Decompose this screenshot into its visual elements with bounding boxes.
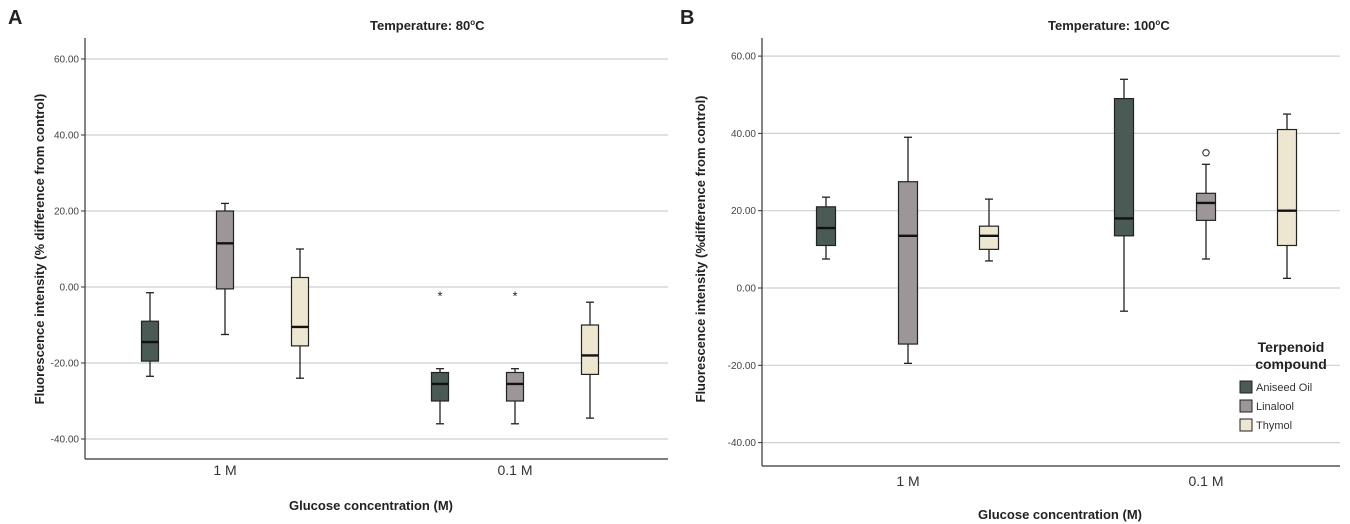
gridlines-a bbox=[85, 58, 668, 440]
iqr-box bbox=[505, 371, 525, 402]
legend-items: Aniseed Oil Linalool Thymol bbox=[1239, 380, 1312, 432]
panel-b: B Temperature: 100oC 60.00 40.00 20.00 0.00… bbox=[680, 7, 1340, 522]
box-aniseed-oil-0-1m: * bbox=[430, 289, 450, 425]
outlier-star: * bbox=[437, 289, 442, 304]
x-category-label: 0.1 M bbox=[1188, 473, 1223, 489]
y-axis-title-a: Fluorescence intensity (% difference fro… bbox=[32, 94, 47, 405]
chart-title-a-unit: C bbox=[475, 18, 485, 33]
y-tick-label: 40.00 bbox=[54, 131, 79, 142]
box-aniseed-oil-0-1m bbox=[1113, 78, 1135, 312]
y-tick-label: 0.00 bbox=[737, 284, 757, 295]
legend-title-line2: compound bbox=[1255, 356, 1327, 372]
legend-label: Thymol bbox=[1256, 420, 1292, 432]
iqr-box bbox=[815, 206, 837, 247]
panel-a: A Temperature: 80oC 60.00 40.00 20.00 0.00 -… bbox=[8, 7, 668, 513]
chart-title-b: Temperature: 100oC bbox=[1048, 18, 1170, 33]
box-thymol-0-1m bbox=[580, 301, 600, 419]
box-thymol-0-1m bbox=[1276, 113, 1298, 279]
boxes-a: * * bbox=[140, 202, 600, 425]
x-axis-title-b: Glucose concentration (M) bbox=[978, 507, 1142, 522]
outlier-star: * bbox=[512, 289, 517, 304]
iqr-box bbox=[290, 276, 310, 347]
y-tick-label: 60.00 bbox=[54, 55, 79, 66]
legend-label: Aniseed Oil bbox=[1256, 382, 1312, 394]
box-linalool-0-1m: * bbox=[505, 289, 525, 425]
chart-title-a-degree: o bbox=[470, 18, 475, 27]
y-tick-label: -20.00 bbox=[728, 361, 757, 372]
chart-title-b-unit: C bbox=[1160, 18, 1170, 33]
box-linalool-0-1m bbox=[1195, 148, 1217, 260]
iqr-box bbox=[1195, 192, 1217, 221]
x-category-label: 1 M bbox=[896, 473, 919, 489]
y-tick-label: -40.00 bbox=[51, 435, 80, 446]
legend-swatch bbox=[1239, 399, 1253, 413]
iqr-box bbox=[897, 181, 919, 345]
chart-title-a: Temperature: 80oC bbox=[370, 18, 485, 33]
iqr-box bbox=[1276, 128, 1298, 247]
legend-title-line1: Terpenoid bbox=[1258, 339, 1325, 355]
x-category-label: 1 M bbox=[213, 462, 236, 478]
x-category-label: 0.1 M bbox=[497, 462, 532, 478]
y-axis-a: 60.00 40.00 20.00 0.00 -20.00 -40.00 bbox=[51, 38, 668, 460]
panel-letter-b: B bbox=[680, 7, 694, 29]
iqr-box bbox=[580, 324, 600, 376]
legend-swatch bbox=[1239, 380, 1253, 394]
legend-label: Linalool bbox=[1256, 401, 1294, 413]
y-tick-label: -20.00 bbox=[51, 359, 80, 370]
chart-title-b-main: Temperature: 100 bbox=[1048, 18, 1155, 33]
panel-letter-a: A bbox=[8, 7, 22, 29]
x-categories-a: 1 M 0.1 M bbox=[213, 462, 532, 478]
iqr-box bbox=[1113, 98, 1135, 237]
iqr-box bbox=[978, 225, 1000, 250]
y-axis-title-b: Fluorescence intensity (%difference from… bbox=[693, 95, 708, 402]
box-aniseed-oil-1m bbox=[140, 292, 160, 377]
box-thymol-1m bbox=[290, 248, 310, 379]
x-axis-title-a: Glucose concentration (M) bbox=[289, 498, 453, 513]
y-axis-b: 60.00 40.00 20.00 0.00 -20.00 -40.00 bbox=[728, 38, 1340, 467]
legend-item-thymol: Thymol bbox=[1239, 418, 1292, 432]
boxes-b bbox=[815, 78, 1298, 365]
y-tick-label: 60.00 bbox=[731, 52, 756, 63]
y-tick-label: 0.00 bbox=[60, 283, 80, 294]
chart-title-a-main: Temperature: 80 bbox=[370, 18, 470, 33]
legend-item-linalool: Linalool bbox=[1239, 399, 1294, 413]
box-aniseed-oil-1m bbox=[815, 196, 837, 260]
outlier-point bbox=[1202, 148, 1210, 157]
y-tick-label: -40.00 bbox=[728, 438, 757, 449]
y-tick-label: 20.00 bbox=[54, 207, 79, 218]
legend: Terpenoid compound Aniseed Oil Linalool Th… bbox=[1239, 339, 1327, 432]
box-linalool-1m bbox=[215, 202, 235, 336]
y-tick-label: 40.00 bbox=[731, 129, 756, 140]
chart-title-b-degree: o bbox=[1155, 18, 1160, 27]
y-tick-label: 20.00 bbox=[731, 206, 756, 217]
gridlines-b bbox=[762, 55, 1340, 444]
box-thymol-1m bbox=[978, 198, 1000, 262]
iqr-box bbox=[215, 210, 235, 290]
box-linalool-1m bbox=[897, 136, 919, 365]
legend-swatch bbox=[1239, 418, 1253, 432]
x-categories-b: 1 M 0.1 M bbox=[896, 473, 1223, 489]
legend-item-aniseed-oil: Aniseed Oil bbox=[1239, 380, 1312, 394]
iqr-box bbox=[430, 371, 450, 402]
